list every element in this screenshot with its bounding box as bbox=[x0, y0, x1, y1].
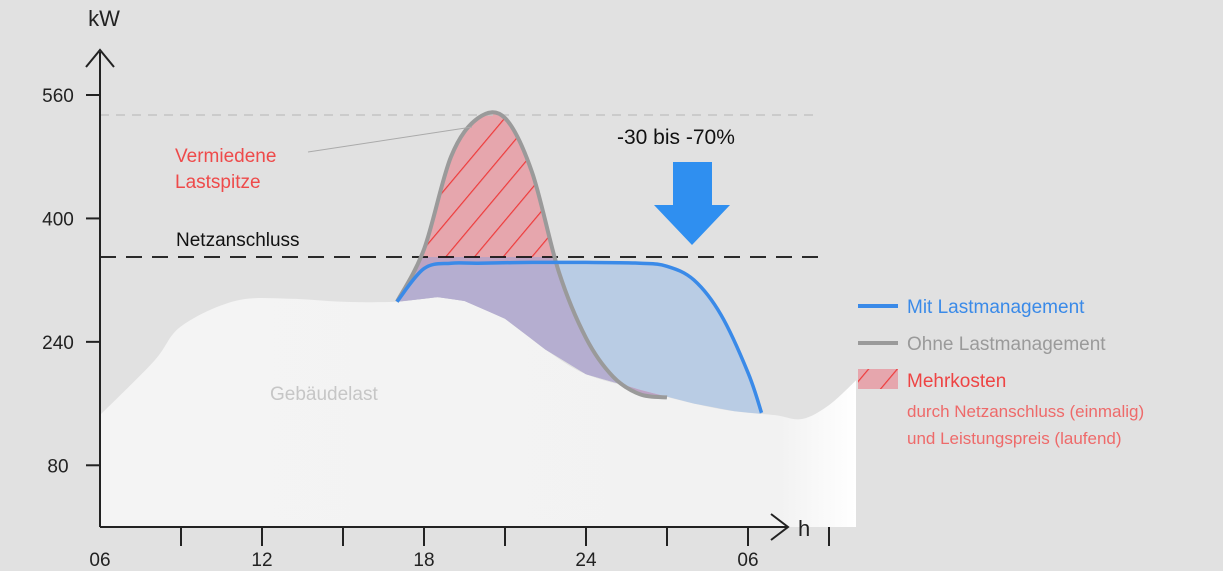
y-tick-label: 400 bbox=[42, 209, 74, 230]
down-arrow-icon bbox=[654, 162, 730, 245]
lastspitze-label: Lastspitze bbox=[175, 172, 261, 193]
legend-mehrkosten-hatch bbox=[858, 369, 898, 389]
legend-mehrkosten-detail-1: durch Netzanschluss (einmalig) bbox=[907, 402, 1144, 421]
legend-ohne-label: Ohne Lastmanagement bbox=[907, 334, 1106, 355]
legend: Mit Lastmanagement Ohne Lastmanagement M… bbox=[858, 297, 1144, 448]
legend-mehrkosten-detail-2: und Leistungspreis (laufend) bbox=[907, 429, 1122, 448]
gebaeudelast-label: Gebäudelast bbox=[270, 384, 378, 405]
x-tick-label: 24 bbox=[575, 550, 597, 571]
y-tick-label: 240 bbox=[42, 333, 74, 354]
x-tick-label: 18 bbox=[413, 550, 434, 571]
x-tick-label: 12 bbox=[251, 550, 272, 571]
ohne-line bbox=[395, 110, 668, 400]
reduction-label: -30 bis -70% bbox=[617, 126, 735, 149]
x-axis-label: h bbox=[798, 516, 810, 541]
netzanschluss-label: Netzanschluss bbox=[176, 230, 300, 251]
legend-mit-label: Mit Lastmanagement bbox=[907, 297, 1085, 318]
legend-mehrkosten-label: Mehrkosten bbox=[907, 371, 1006, 392]
gebaeudelast-area bbox=[100, 297, 856, 527]
y-axis-label: kW bbox=[88, 6, 120, 31]
x-tick-label: 06 bbox=[737, 550, 758, 571]
spitze-leader-line bbox=[307, 126, 473, 153]
y-axis bbox=[85, 48, 115, 527]
x-axis bbox=[100, 513, 790, 541]
vermiedene-label: Vermiedene bbox=[175, 146, 276, 167]
y-tick-label: 80 bbox=[47, 456, 68, 477]
y-tick-label: 560 bbox=[42, 86, 74, 107]
mit-line bbox=[395, 260, 764, 414]
x-tick-label: 06 bbox=[89, 550, 110, 571]
